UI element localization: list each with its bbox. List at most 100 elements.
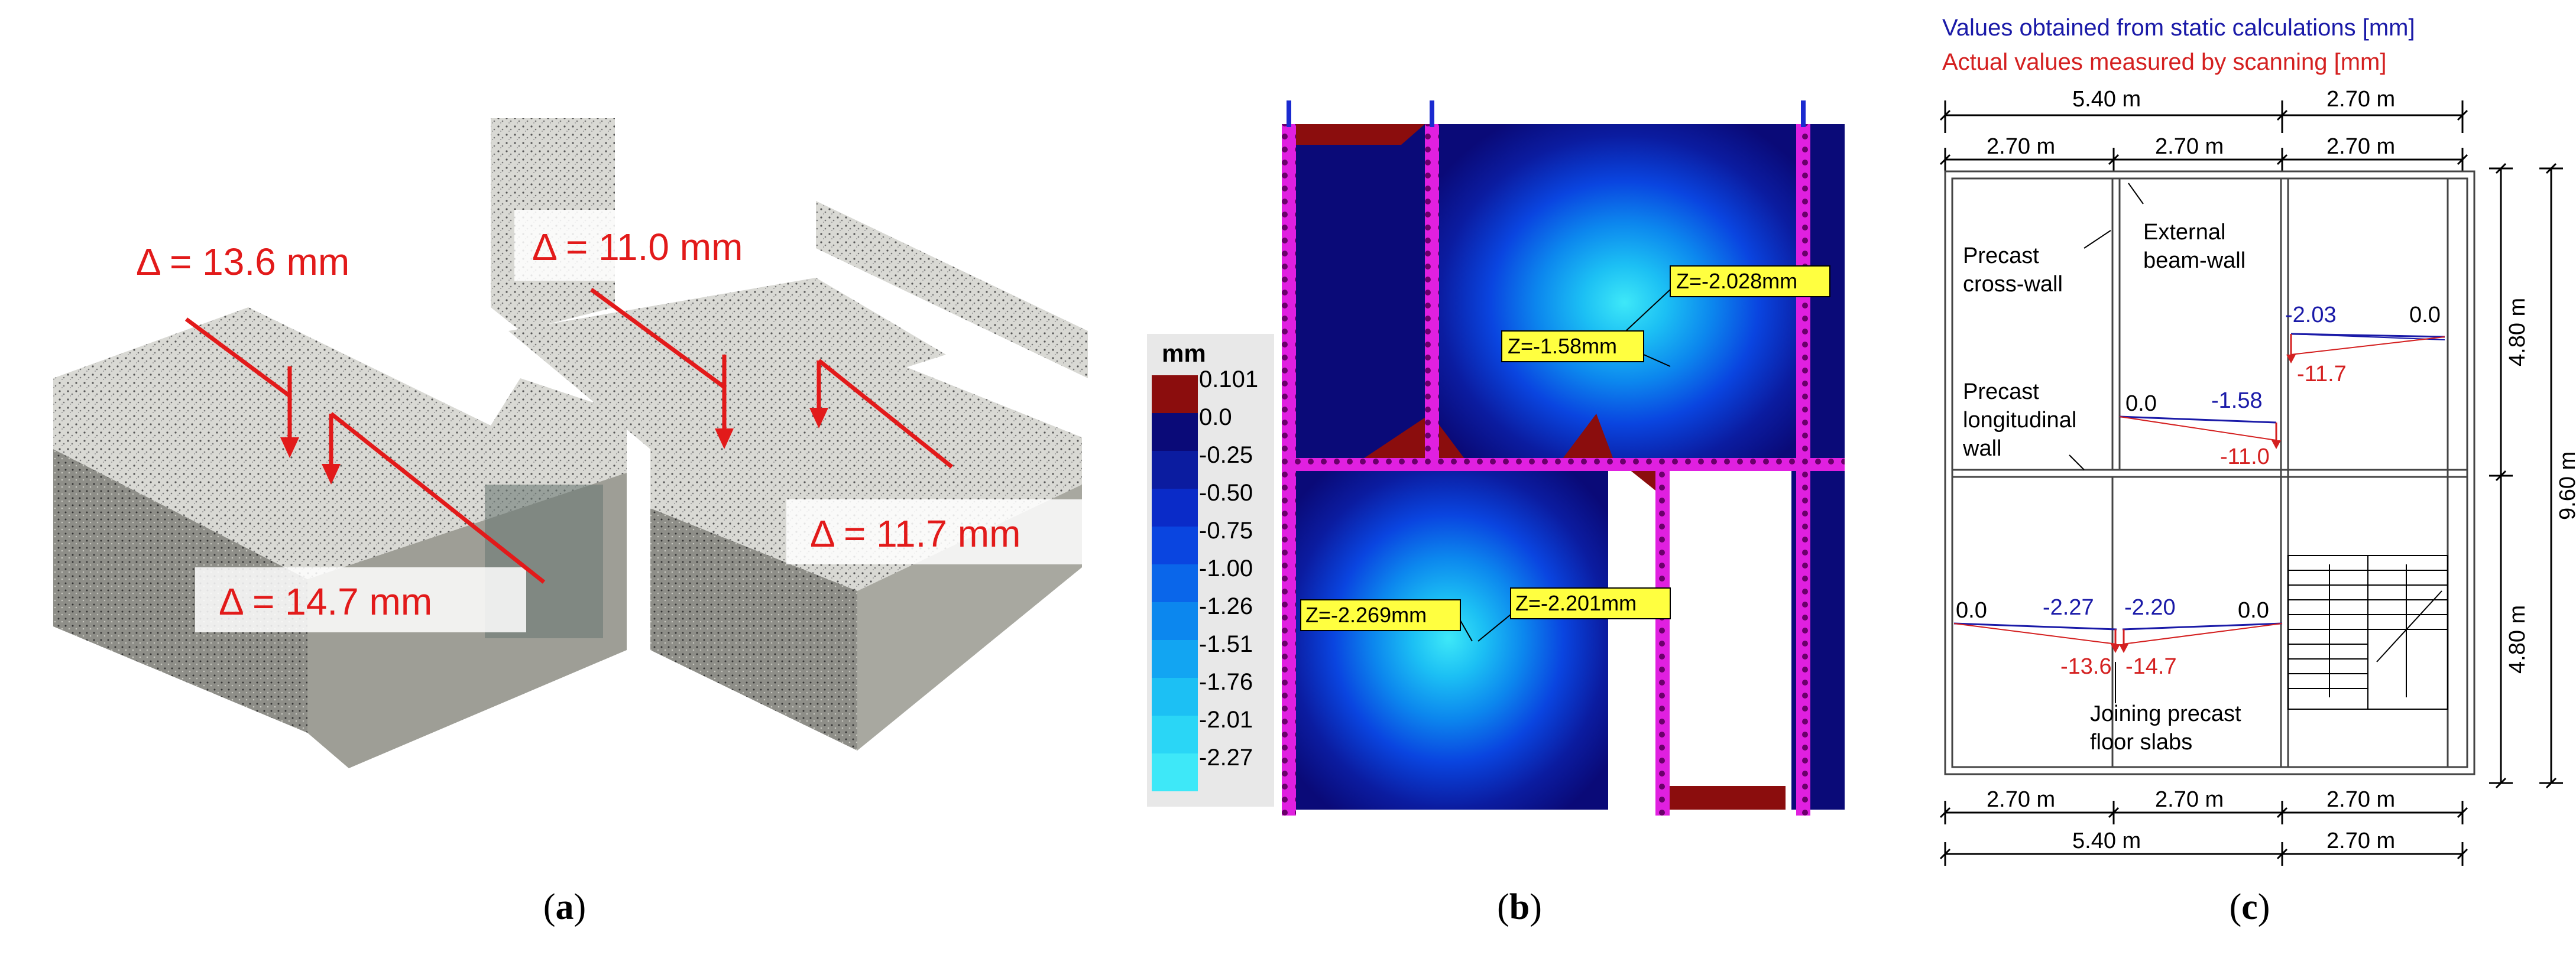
fem-contour-plot: mm 0.101 0.0 -0.25 -0.50 -0.75 -1.00 -1.26 -1.5… (1147, 100, 1845, 816)
dim-top-inner-2: 2.70 m (2155, 134, 2224, 159)
legend-title: mm (1162, 339, 1206, 367)
annotation-11-0: Δ = 11.0 mm (532, 226, 743, 268)
dim-bottom-outer-2: 2.70 m (2326, 829, 2395, 853)
scan-value-14-7: -14.7 (2125, 654, 2177, 679)
dim-bottom-inner-2: 2.70 m (2155, 787, 2224, 812)
caption-a: (a) (543, 887, 587, 927)
right-wall-top (816, 201, 1088, 378)
deflection-marker-11-7 (809, 359, 954, 469)
leader-beam-wall (2128, 183, 2144, 204)
svg-text:Z=-2.028mm: Z=-2.028mm (1676, 269, 1797, 293)
panel-a-point-cloud: Δ = 13.6 mm Δ = 11.0 mm Δ = 14.7 mm Δ = … (0, 0, 1123, 952)
deflection-room-middle (2119, 415, 2281, 449)
static-value-0-0-c: 0.0 (1956, 598, 1987, 623)
middle-slab (508, 278, 946, 449)
deflection-room-top-right (2286, 333, 2445, 363)
deflection-room-bottom (1953, 622, 2283, 653)
legend-swatch (1152, 413, 1198, 451)
legend-scan: Actual values measured by scanning [mm] (1942, 49, 2386, 75)
legend-label: 0.101 (1199, 366, 1258, 392)
static-value-0-0-d: 0.0 (2238, 598, 2269, 623)
legend-label: -1.76 (1199, 669, 1253, 695)
panel-b-fem-contour: mm 0.101 0.0 -0.25 -0.50 -0.75 -1.00 -1.26 -1.5… (1135, 0, 1904, 952)
caption-c: (c) (2229, 887, 2270, 927)
dim-top-inner-3: 2.70 m (2326, 134, 2395, 159)
positive-zone-4 (1626, 467, 1655, 491)
legend-label: -0.25 (1199, 442, 1253, 468)
slab-bottom-left (1289, 467, 1608, 810)
static-value-2-20: -2.20 (2124, 595, 2176, 620)
label-z-2-028: Z=-2.028mm (1625, 265, 1830, 332)
legend-swatch (1152, 489, 1198, 527)
label-bg-11-7 (786, 499, 1088, 564)
legend-swatch (1152, 753, 1198, 791)
leader-longitudinal-wall (2069, 454, 2085, 470)
scan-value-11-7: -11.7 (2297, 362, 2347, 386)
beam-mid-top (1425, 124, 1439, 467)
legend-label: -0.50 (1199, 480, 1253, 506)
legend-swatch (1152, 527, 1198, 564)
dim-right-3: 4.80 m (2505, 605, 2530, 674)
legend-static: Values obtained from static calculations… (1942, 15, 2415, 41)
deflection-marker-13-6 (184, 317, 546, 584)
label-z-2-269: Z=-2.269mm (1300, 599, 1473, 642)
legend-swatch (1152, 716, 1198, 753)
annotation-14-7: Δ = 14.7 mm (219, 580, 432, 623)
label-z-1-58: Z=-1.58mm (1501, 330, 1671, 367)
label-precast-longitudinal-wall: Precast longitudinal wall (1962, 379, 2076, 461)
static-value-0-0-b: 0.0 (2125, 391, 2157, 416)
scan-value-13-6: -13.6 (2060, 654, 2112, 679)
slab-top-left (1289, 124, 1431, 461)
panel-c-floor-plan: Values obtained from static calculations… (1927, 0, 2576, 952)
right-block-front (650, 508, 857, 751)
dim-top-outer-1: 5.40 m (2072, 87, 2141, 112)
floor-plan-diagram: Values obtained from static calculations… (1939, 15, 2576, 866)
caption-b: (b) (1497, 887, 1542, 927)
static-value-2-03: -2.03 (2285, 303, 2337, 327)
staircase (2287, 555, 2448, 710)
left-block-top (53, 307, 627, 579)
static-value-1-58: -1.58 (2211, 388, 2263, 413)
label-bg-11-0 (514, 210, 798, 281)
left-block-front (53, 449, 307, 733)
color-legend: mm 0.101 0.0 -0.25 -0.50 -0.75 -1.00 -1.26 -1.5… (1147, 334, 1274, 807)
beam-mid-bottom (1655, 467, 1670, 816)
legend-label: -2.27 (1199, 745, 1253, 771)
label-precast-cross-wall: Precast cross-wall (1963, 243, 2063, 297)
positive-zone-1 (1295, 124, 1425, 145)
point-cloud-image: Δ = 13.6 mm Δ = 11.0 mm Δ = 14.7 mm Δ = … (53, 118, 1088, 768)
legend-label: 0.0 (1199, 404, 1232, 430)
deflection-marker-11-0 (589, 288, 734, 449)
svg-text:Z=-2.201mm: Z=-2.201mm (1515, 591, 1637, 615)
dim-top-outer-2: 2.70 m (2326, 87, 2395, 112)
static-value-0-0-a: 0.0 (2409, 303, 2441, 327)
legend-label: -1.51 (1199, 631, 1253, 657)
legend-swatch (1152, 375, 1198, 413)
dim-top-inner-1: 2.70 m (1987, 134, 2055, 159)
positive-zone-5 (1667, 786, 1786, 810)
label-bg-14-7 (195, 567, 526, 632)
dim-right-2: 9.60 m (2555, 451, 2576, 520)
label-bg-13-6 (115, 228, 423, 293)
legend-swatch (1152, 564, 1198, 602)
label-external-beam-wall: External beam-wall (2143, 220, 2246, 273)
label-z-2-201: Z=-2.201mm (1477, 587, 1671, 642)
legend-swatch (1152, 451, 1198, 489)
dim-bottom-inner-3: 2.70 m (2326, 787, 2395, 812)
annotation-13-6: Δ = 13.6 mm (136, 241, 349, 283)
leader-cross-wall (2084, 230, 2111, 249)
dim-bottom-inner-1: 2.70 m (1987, 787, 2055, 812)
beam-horizontal (1282, 458, 1845, 471)
scan-value-11-0: -11.0 (2220, 444, 2270, 469)
svg-text:Z=-1.58mm: Z=-1.58mm (1508, 334, 1617, 358)
legend-label: -1.00 (1199, 556, 1253, 582)
legend-swatch (1152, 640, 1198, 678)
legend-label: -2.01 (1199, 707, 1253, 733)
legend-swatch (1152, 602, 1198, 640)
dimension-lines (1939, 100, 2563, 866)
svg-text:Z=-2.269mm: Z=-2.269mm (1305, 603, 1427, 627)
annotation-11-7: Δ = 11.7 mm (810, 512, 1020, 555)
positive-zone-3 (1561, 414, 1614, 461)
label-joining-slabs: Joining precast floor slabs (2090, 701, 2241, 755)
opening (1661, 467, 1791, 798)
